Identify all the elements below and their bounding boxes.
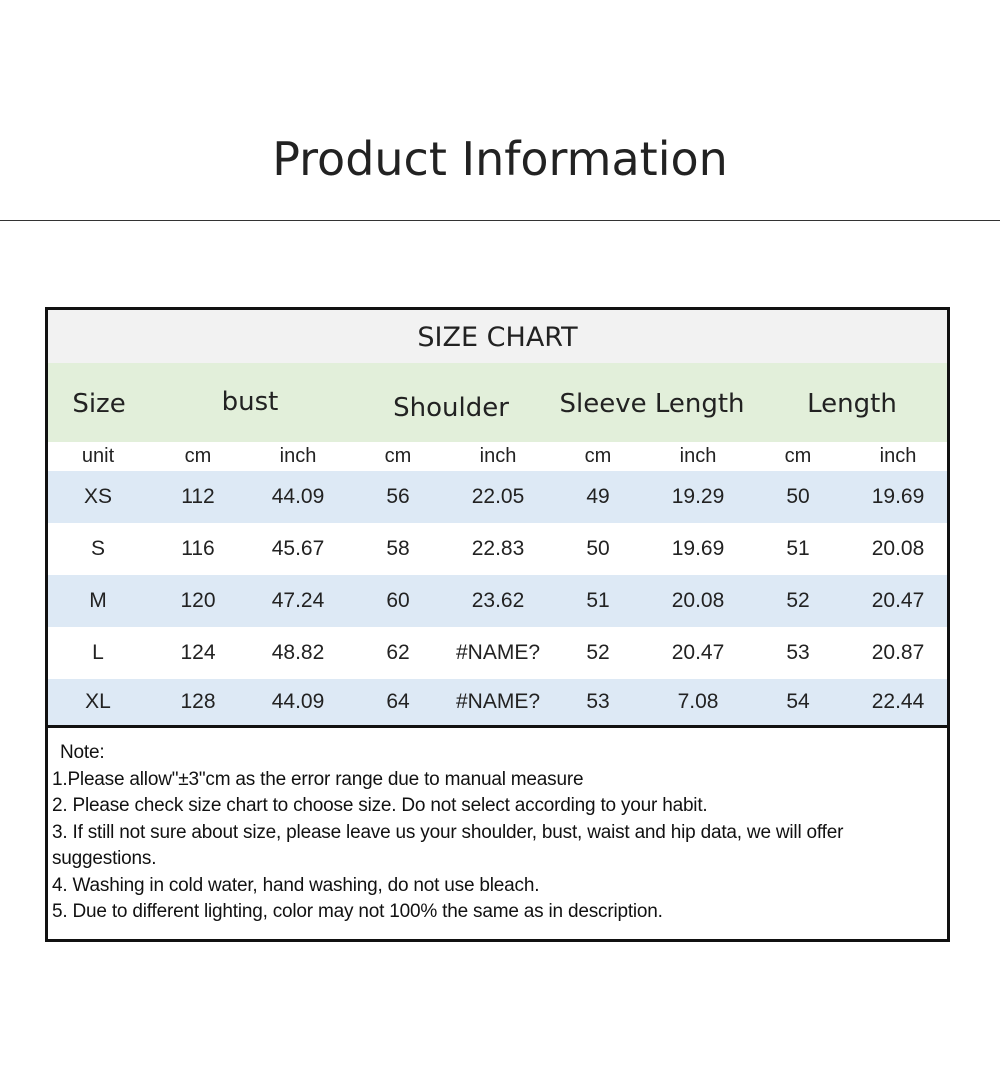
table-cell: 20.47: [871, 589, 925, 612]
table-cell: 20.08: [671, 589, 725, 612]
table-cell: 50: [786, 485, 810, 508]
table-cell: 124: [180, 641, 216, 664]
header-length: Length: [807, 389, 897, 419]
table-cell: 60: [386, 589, 410, 612]
table-row: M 120 47.24 60 23.62 51 20.08 52 20.47: [48, 575, 947, 627]
page-title: Product Information: [272, 132, 728, 186]
table-row: S 116 45.67 58 22.83 50 19.69 51 20.08: [48, 523, 947, 575]
header-shoulder: Shoulder: [393, 393, 509, 423]
note-line: 2. Please check size chart to choose siz…: [52, 795, 708, 816]
unit-row: unit cm inch cm inch cm inch cm inch: [48, 442, 947, 471]
table-cell: 19.69: [871, 485, 925, 508]
unit-cell: cm: [784, 445, 812, 467]
table-cell: XS: [83, 485, 112, 508]
table-cell: 128: [180, 690, 216, 713]
unit-cell: inch: [679, 445, 717, 467]
table-cell: 45.67: [271, 537, 325, 560]
table-cell: 20.87: [871, 641, 925, 664]
table-cell: 23.62: [471, 589, 525, 612]
table-cell: 19.69: [671, 537, 725, 560]
table-cell: 51: [786, 537, 810, 560]
table-cell: 52: [786, 589, 810, 612]
table-cell: 20.47: [671, 641, 725, 664]
table-cell: 48.82: [271, 641, 325, 664]
notes: Note: 1.Please allow"±3"cm as the error r…: [48, 728, 947, 926]
unit-cell: inch: [279, 445, 317, 467]
table-cell: M: [89, 589, 107, 612]
table-cell: 19.29: [671, 485, 725, 508]
table-row: L 124 48.82 62 #NAME? 52 20.47 53 20.87: [48, 627, 947, 679]
table-cell: XL: [85, 690, 111, 713]
table-divider: [48, 725, 947, 728]
unit-cell: inch: [879, 445, 917, 467]
table-cell: L: [92, 641, 104, 664]
unit-cell: cm: [384, 445, 412, 467]
table-cell: 120: [180, 589, 216, 612]
header-bust: bust: [221, 387, 279, 417]
table-cell: 53: [786, 641, 810, 664]
note-line: Note:: [60, 742, 105, 763]
unit-cell: cm: [584, 445, 612, 467]
unit-cell: unit: [81, 445, 115, 467]
table-cell: #NAME?: [455, 641, 541, 664]
table-cell: 44.09: [271, 485, 325, 508]
table-cell: #NAME?: [455, 690, 541, 713]
table-cell: 112: [181, 485, 215, 508]
table-row: XS 112 44.09 56 22.05 49 19.29 50 19.69: [48, 471, 947, 523]
table-cell: 116: [181, 537, 215, 560]
table-row: XL 128 44.09 64 #NAME? 53 7.08 54 22.44: [48, 679, 947, 725]
table-cell: 20.08: [871, 537, 925, 560]
table-cell: 52: [586, 641, 610, 664]
table-cell: 56: [386, 485, 410, 508]
note-line: 5. Due to different lighting, color may …: [52, 901, 663, 922]
table-cell: 7.08: [677, 690, 719, 713]
table-cell: 44.09: [271, 690, 325, 713]
size-chart-title: SIZE CHART: [48, 310, 947, 363]
table-cell: 49: [586, 485, 610, 508]
table-cell: 22.05: [471, 485, 525, 508]
table-cell: 22.83: [471, 537, 525, 560]
table-cell: 58: [386, 537, 410, 560]
header-sleeve-length: Sleeve Length: [559, 389, 745, 419]
unit-cell: cm: [184, 445, 212, 467]
table-cell: 50: [586, 537, 610, 560]
note-line: 1.Please allow"±3"cm as the error range …: [52, 768, 584, 790]
table-cell: 54: [786, 690, 810, 713]
divider: [0, 220, 1000, 221]
note-line: 3. If still not sure about size, please …: [52, 821, 844, 870]
table-cell: 22.44: [871, 690, 925, 713]
table-cell: 53: [586, 690, 610, 713]
table-cell: S: [90, 537, 105, 560]
table-cell: 62: [386, 641, 410, 664]
note-line: 4. Washing in cold water, hand washing, …: [52, 874, 540, 896]
table-cell: 51: [586, 589, 610, 612]
header-size: Size: [72, 389, 126, 419]
header-row: Size bust Shoulder Sleeve Length Length: [48, 363, 947, 442]
table-cell: 64: [386, 690, 410, 713]
size-chart: SIZE CHART Size bust Shoulder Sleeve Len…: [45, 307, 950, 942]
table-cell: 47.24: [271, 589, 325, 612]
unit-cell: inch: [479, 445, 517, 467]
